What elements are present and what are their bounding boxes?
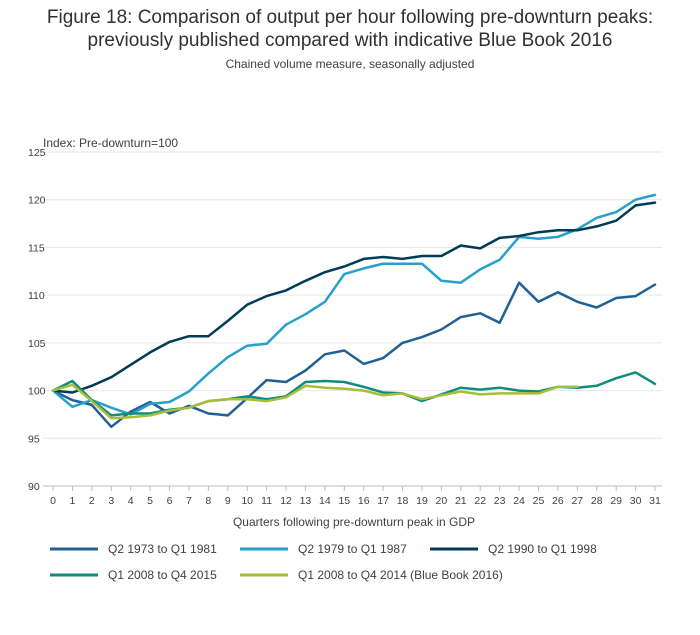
x-tick-label: 18 bbox=[397, 495, 409, 507]
x-tick-label: 29 bbox=[610, 495, 622, 507]
x-tick-label: 10 bbox=[241, 495, 253, 507]
legend: Q2 1973 to Q1 1981 Q2 1979 to Q1 1987 Q2 1… bbox=[50, 542, 597, 582]
y-tick-label: 110 bbox=[28, 290, 45, 302]
y-axis-ticks: 90 95 100 105 110 115 120 125 bbox=[28, 147, 46, 493]
x-tick-label: 5 bbox=[147, 495, 153, 507]
chart-title-line-2: previously published compared with indic… bbox=[87, 30, 613, 51]
x-tick-label: 24 bbox=[513, 495, 525, 507]
x-tick-label: 17 bbox=[377, 495, 389, 507]
y-tick-label: 115 bbox=[28, 242, 45, 254]
y-tick-label: 125 bbox=[28, 147, 46, 159]
y-tick-label: 100 bbox=[28, 386, 46, 398]
x-tick-label: 9 bbox=[225, 495, 231, 507]
y-tick-label: 120 bbox=[28, 195, 46, 207]
x-tick-label: 20 bbox=[436, 495, 448, 507]
x-tick-label: 13 bbox=[300, 495, 312, 507]
x-tick-label: 15 bbox=[338, 495, 350, 507]
x-tick-label: 16 bbox=[358, 495, 370, 507]
series-line-2 bbox=[51, 193, 657, 416]
x-tick-label: 11 bbox=[261, 495, 272, 507]
chart-subtitle: Chained volume measure, seasonally adjus… bbox=[225, 57, 475, 71]
x-tick-label: 26 bbox=[552, 495, 564, 507]
x-tick-label: 21 bbox=[455, 495, 467, 507]
gridlines bbox=[43, 151, 662, 487]
y-tick-label: 105 bbox=[28, 338, 46, 350]
x-tick-label: 28 bbox=[591, 495, 603, 507]
x-tick-label: 12 bbox=[280, 495, 292, 507]
y-tick-label: 95 bbox=[28, 433, 40, 445]
x-tick-label: 7 bbox=[186, 495, 192, 507]
x-tick-label: 1 bbox=[69, 495, 75, 507]
legend-label: Q1 2008 to Q4 2015 bbox=[108, 568, 217, 582]
legend-label: Q2 1990 to Q1 1998 bbox=[488, 542, 597, 556]
x-tick-label: 30 bbox=[630, 495, 642, 507]
x-tick-label: 6 bbox=[167, 495, 173, 507]
series-line-1 bbox=[51, 281, 657, 429]
series-lines bbox=[51, 193, 657, 429]
chart-title: Figure 18: Comparison of output per hour… bbox=[0, 6, 700, 52]
x-tick-label: 8 bbox=[205, 495, 211, 507]
x-tick-label: 19 bbox=[416, 495, 428, 507]
y-tick-label: 90 bbox=[28, 481, 40, 493]
x-tick-label: 14 bbox=[319, 495, 331, 507]
x-tick-label: 22 bbox=[474, 495, 486, 507]
legend-label: Q1 2008 to Q4 2014 (Blue Book 2016) bbox=[298, 568, 503, 582]
x-tick-label: 4 bbox=[128, 495, 134, 507]
y-axis-label: Index: Pre-downturn=100 bbox=[43, 136, 178, 150]
x-tick-label: 25 bbox=[533, 495, 545, 507]
x-tick-label: 31 bbox=[649, 495, 661, 507]
x-tick-label: 23 bbox=[494, 495, 506, 507]
series-line-3 bbox=[51, 201, 657, 394]
x-tick-label: 3 bbox=[108, 495, 114, 507]
chart-title-line-1: Figure 18: Comparison of output per hour… bbox=[46, 7, 654, 28]
x-axis-label: Quarters following pre-downturn peak in … bbox=[233, 515, 475, 529]
legend-label: Q2 1973 to Q1 1981 bbox=[108, 542, 217, 556]
series-line-5 bbox=[51, 383, 579, 420]
x-tick-label: 2 bbox=[89, 495, 95, 507]
x-tick-label: 27 bbox=[571, 495, 583, 507]
legend-label: Q2 1979 to Q1 1987 bbox=[298, 542, 407, 556]
x-axis-ticks: 0 1 2 3 4 5 6 7 8 9 10 11 12 13 14 15 16 17 18 19 20 21 22 23 24… bbox=[50, 486, 661, 507]
x-tick-label: 0 bbox=[50, 495, 56, 507]
